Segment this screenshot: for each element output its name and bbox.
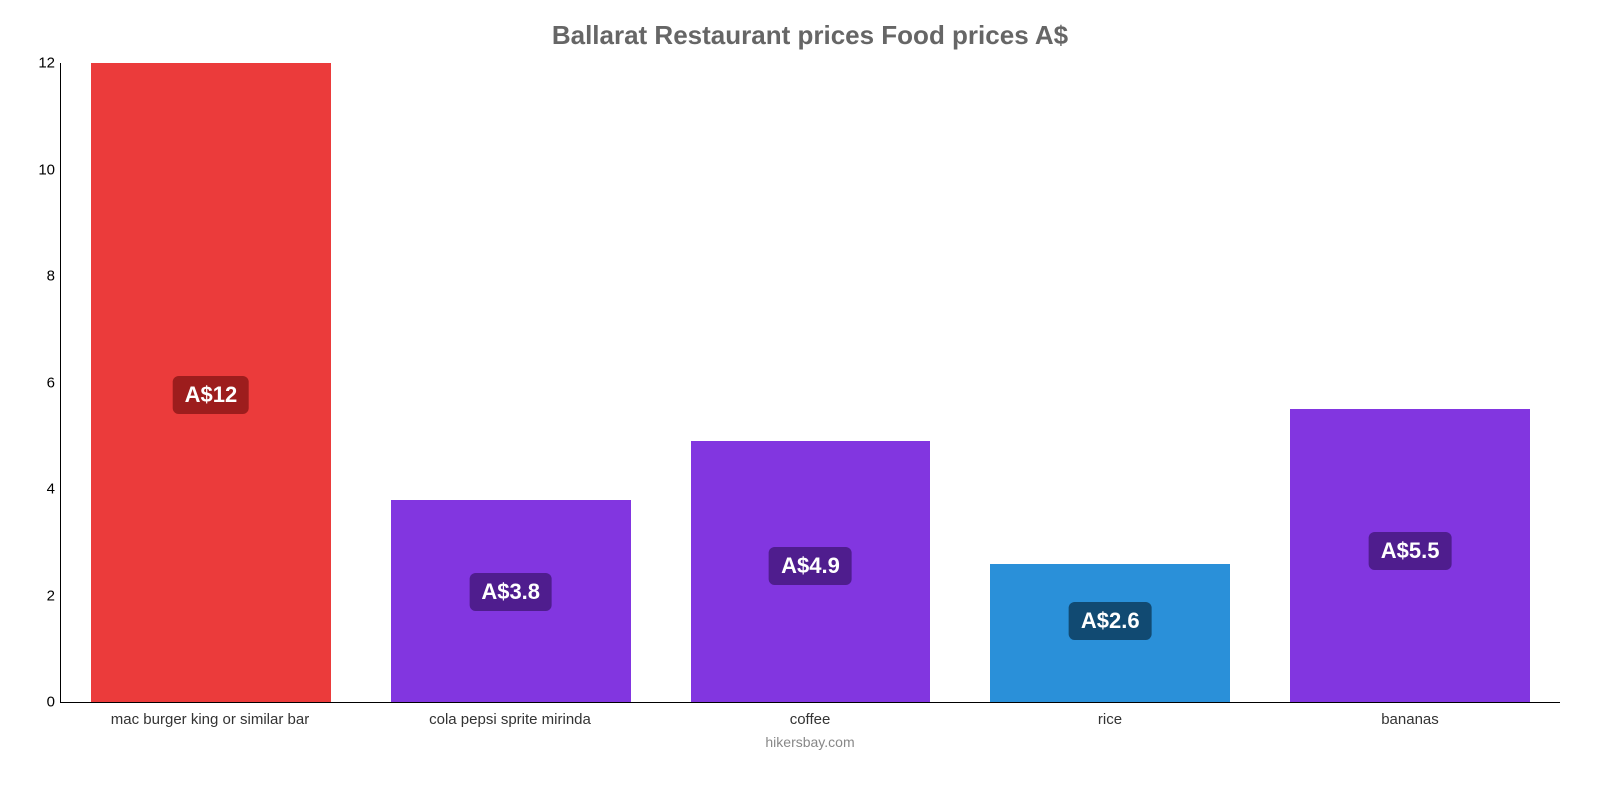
y-tick-label: 12 [27, 55, 55, 72]
value-badge: A$12 [173, 376, 250, 414]
x-tick-label: bananas [1260, 711, 1560, 728]
y-tick-label: 8 [27, 268, 55, 285]
y-tick-label: 2 [27, 587, 55, 604]
y-tick-label: 6 [27, 374, 55, 391]
x-tick-label: mac burger king or similar bar [60, 711, 360, 728]
bar-slot: A$3.8 [361, 63, 661, 702]
bars-container: A$12 A$3.8 A$4.9 A$2.6 A$5.5 [61, 63, 1560, 702]
bar-slot: A$4.9 [661, 63, 961, 702]
bar-slot: A$5.5 [1260, 63, 1560, 702]
y-tick-label: 10 [27, 161, 55, 178]
x-tick-label: rice [960, 711, 1260, 728]
bar-slot: A$12 [61, 63, 361, 702]
plot-area: A$12A$3.8A$4.9A$2.6A$5.5 024681012 [60, 63, 1560, 703]
chart-container: Ballarat Restaurant prices Food prices A… [0, 0, 1600, 800]
chart-caption: hikersbay.com [60, 734, 1560, 750]
y-tick-label: 4 [27, 481, 55, 498]
y-tick-label: 0 [27, 694, 55, 711]
value-badge: A$3.8 [469, 573, 552, 611]
bar-slot: A$2.6 [960, 63, 1260, 702]
x-axis-labels: mac burger king or similar barcola pepsi… [60, 711, 1560, 728]
value-badge: A$2.6 [1069, 602, 1152, 640]
x-tick-label: cola pepsi sprite mirinda [360, 711, 660, 728]
value-badge: A$5.5 [1369, 532, 1452, 570]
value-badge: A$4.9 [769, 547, 852, 585]
chart-title: Ballarat Restaurant prices Food prices A… [60, 20, 1560, 51]
x-tick-label: coffee [660, 711, 960, 728]
